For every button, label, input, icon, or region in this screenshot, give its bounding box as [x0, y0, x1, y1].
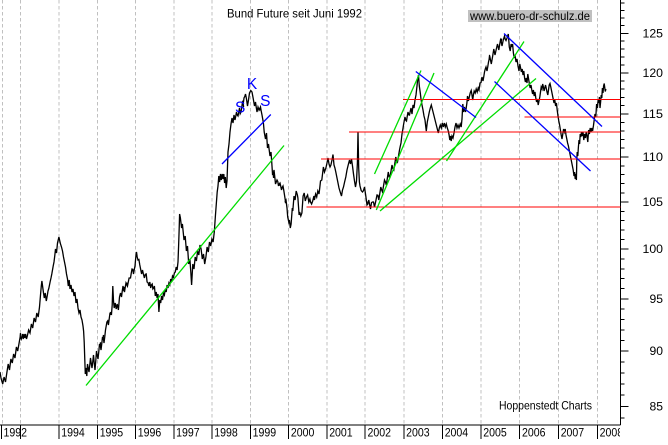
svg-text:1999: 1999 — [253, 426, 277, 440]
svg-text:120: 120 — [643, 66, 664, 80]
svg-text:S: S — [235, 100, 245, 117]
svg-text:95: 95 — [650, 292, 664, 306]
svg-text:1992: 1992 — [4, 426, 28, 440]
svg-text:1994: 1994 — [61, 426, 85, 440]
svg-text:2007: 2007 — [561, 426, 585, 440]
svg-text:2008: 2008 — [600, 426, 624, 440]
svg-text:125: 125 — [643, 26, 664, 40]
svg-text:100: 100 — [643, 242, 664, 256]
svg-text:1995: 1995 — [100, 426, 124, 440]
svg-text:2003: 2003 — [406, 426, 430, 440]
svg-text:www.buero-dr-schulz.de: www.buero-dr-schulz.de — [469, 9, 590, 23]
svg-text:Hoppenstedt Charts: Hoppenstedt Charts — [499, 399, 592, 413]
svg-text:K: K — [247, 76, 258, 93]
svg-text:2005: 2005 — [483, 426, 507, 440]
svg-text:110: 110 — [643, 150, 664, 164]
svg-text:1997: 1997 — [176, 426, 200, 440]
svg-text:2006: 2006 — [522, 426, 546, 440]
svg-text:2002: 2002 — [368, 426, 392, 440]
svg-text:S: S — [260, 93, 270, 110]
svg-text:85: 85 — [650, 400, 664, 414]
svg-text:Bund Future seit Juni 1992: Bund Future seit Juni 1992 — [227, 6, 362, 20]
svg-text:90: 90 — [650, 344, 664, 358]
svg-text:2000: 2000 — [291, 426, 315, 440]
svg-text:2001: 2001 — [329, 426, 353, 440]
svg-text:1996: 1996 — [138, 426, 162, 440]
svg-text:2004: 2004 — [445, 426, 469, 440]
svg-text:115: 115 — [643, 107, 664, 121]
svg-text:105: 105 — [643, 195, 664, 209]
svg-text:1998: 1998 — [214, 426, 238, 440]
